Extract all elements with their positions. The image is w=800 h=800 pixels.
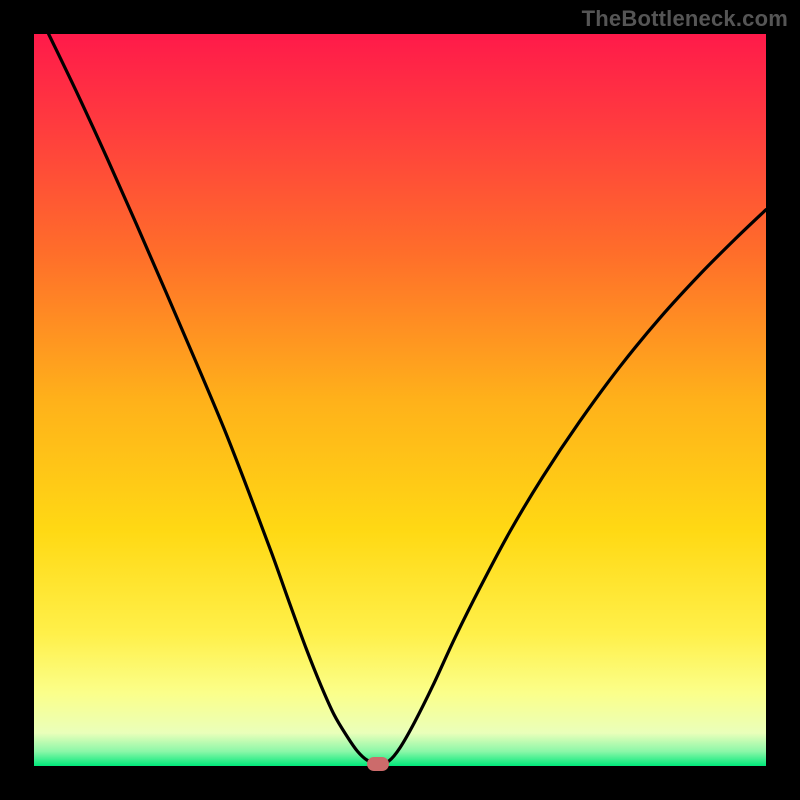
watermark-text: TheBottleneck.com	[582, 6, 788, 32]
optimum-marker	[367, 757, 389, 771]
plot-area	[34, 34, 766, 766]
chart-frame: TheBottleneck.com	[0, 0, 800, 800]
bottleneck-curve	[34, 34, 766, 766]
